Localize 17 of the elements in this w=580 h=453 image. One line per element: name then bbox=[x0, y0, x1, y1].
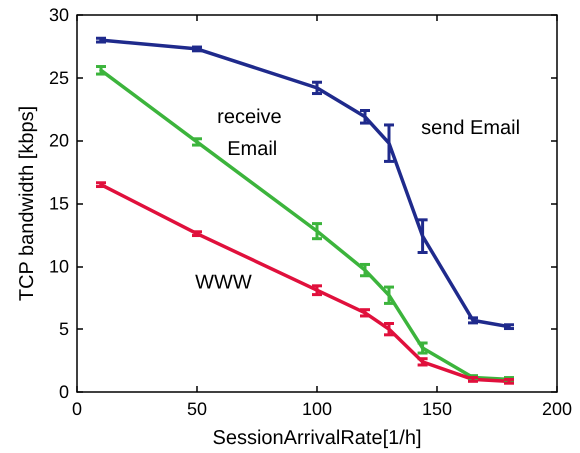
y-tick-label: 20 bbox=[48, 130, 69, 151]
x-tick-label: 0 bbox=[72, 399, 82, 419]
y-tick-label: 0 bbox=[58, 382, 69, 402]
y-tick-label: 5 bbox=[58, 319, 69, 340]
y-tick-label: 25 bbox=[48, 68, 69, 88]
x-tick-label: 150 bbox=[422, 399, 452, 419]
series-label: WWW bbox=[195, 272, 252, 294]
y-tick-label: 30 bbox=[48, 5, 69, 25]
series-label: receive Email bbox=[217, 106, 288, 160]
y-tick-label: 10 bbox=[48, 256, 69, 276]
x-tick-label: 200 bbox=[542, 399, 572, 419]
x-axis-title: SessionArrivalRate[1/h] bbox=[212, 427, 422, 449]
series-label: send Email bbox=[421, 117, 520, 140]
x-tick-label: 50 bbox=[186, 399, 208, 419]
y-tick-label: 15 bbox=[48, 194, 69, 214]
x-tick-label: 100 bbox=[302, 399, 332, 419]
y-axis-title: TCP bandwidth [kbps] bbox=[16, 106, 38, 302]
